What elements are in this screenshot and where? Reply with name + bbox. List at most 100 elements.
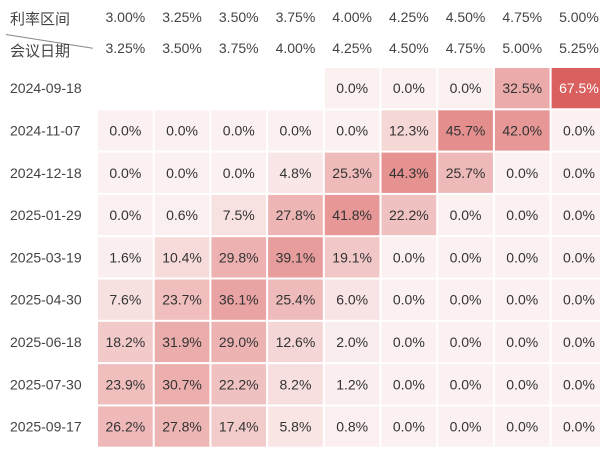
heat-cell-3-8 [551, 194, 600, 236]
heat-cell-8-6 [438, 406, 493, 447]
cell-value-1-7: 42.0% [502, 122, 542, 138]
col-header-low-5: 4.25% [389, 9, 429, 25]
heat-cell-0-6 [438, 68, 493, 109]
row-label-5: 2025-04-30 [10, 292, 82, 308]
cell-value-1-4: 0.0% [336, 122, 368, 138]
col-header-low-2: 3.50% [219, 9, 259, 25]
cell-value-0-7: 32.5% [502, 80, 542, 96]
heat-cell-6-8 [551, 321, 600, 363]
heat-cell-8-8 [551, 406, 600, 447]
cell-value-8-0: 26.2% [105, 419, 145, 435]
cell-value-2-1: 0.0% [166, 165, 198, 181]
heat-cell-1-2 [211, 110, 267, 151]
heat-cell-2-6 [438, 152, 493, 193]
heat-cell-2-5 [381, 152, 437, 193]
cell-value-3-7: 0.0% [506, 207, 538, 223]
heat-cell-5-4 [324, 279, 380, 320]
column-header-label: 会议日期 [10, 43, 71, 60]
heat-cell-0-4 [324, 68, 380, 109]
cell-value-5-4: 6.0% [336, 292, 368, 308]
cell-value-7-3: 8.2% [279, 376, 311, 392]
row-label-6: 2025-06-18 [10, 334, 82, 350]
cell-value-7-5: 0.0% [393, 376, 425, 392]
cell-value-3-0: 0.0% [109, 207, 141, 223]
col-header-low-6: 4.50% [446, 9, 486, 25]
heat-cell-6-0 [98, 321, 153, 363]
heat-cell-5-3 [268, 279, 323, 320]
heat-cell-6-4 [324, 321, 380, 363]
cell-value-3-4: 41.8% [332, 207, 372, 223]
row-label-2: 2024-12-18 [10, 165, 82, 181]
cell-value-1-1: 0.0% [166, 122, 198, 138]
row-label-4: 2025-03-19 [10, 249, 82, 265]
cell-value-7-7: 0.0% [506, 376, 538, 392]
cell-value-7-1: 30.7% [162, 376, 202, 392]
cell-value-4-5: 0.0% [393, 249, 425, 265]
cell-value-0-8: 67.5% [559, 80, 599, 96]
cell-value-5-6: 0.0% [450, 292, 482, 308]
col-header-high-6: 4.75% [446, 40, 486, 56]
heat-cell-6-7 [494, 321, 550, 363]
cell-value-5-2: 36.1% [219, 292, 259, 308]
cell-value-4-8: 0.0% [563, 249, 595, 265]
heat-cell-3-4 [324, 194, 380, 236]
cell-value-8-4: 0.8% [336, 419, 368, 435]
heat-cell-4-7 [494, 237, 550, 278]
heat-cell-7-6 [438, 364, 493, 405]
heat-cell-6-2 [211, 321, 267, 363]
heat-cell-4-1 [154, 237, 210, 278]
heat-cell-1-1 [154, 110, 210, 151]
cell-value-1-6: 45.7% [446, 122, 486, 138]
heat-cell-0-5 [381, 68, 437, 109]
cell-value-6-1: 31.9% [162, 334, 202, 350]
heat-cell-3-1 [154, 194, 210, 236]
cell-value-2-2: 0.0% [223, 165, 255, 181]
cell-value-2-0: 0.0% [109, 165, 141, 181]
cell-value-8-6: 0.0% [450, 419, 482, 435]
cell-value-3-3: 27.8% [276, 207, 316, 223]
cell-value-1-3: 0.0% [279, 122, 311, 138]
cell-value-7-4: 1.2% [336, 376, 368, 392]
cell-value-1-2: 0.0% [223, 122, 255, 138]
heat-cell-3-7 [494, 194, 550, 236]
cell-value-2-7: 0.0% [506, 165, 538, 181]
heat-cell-2-1 [154, 152, 210, 193]
heat-cell-8-7 [494, 406, 550, 447]
heat-cell-7-3 [268, 364, 323, 405]
cell-value-7-2: 22.2% [219, 376, 259, 392]
row-label-7: 2025-07-30 [10, 376, 82, 392]
cell-value-4-6: 0.0% [450, 249, 482, 265]
heat-cell-8-2 [211, 406, 267, 447]
cell-value-1-5: 12.3% [389, 122, 429, 138]
heat-cell-4-5 [381, 237, 437, 278]
row-label-1: 2024-11-07 [10, 122, 81, 138]
col-header-high-1: 3.50% [162, 40, 202, 56]
cell-value-2-5: 44.3% [389, 165, 429, 181]
heat-cell-8-4 [324, 406, 380, 447]
heat-cell-1-5 [381, 110, 437, 151]
col-header-high-2: 3.75% [219, 40, 259, 56]
row-label-8: 2025-09-17 [10, 419, 82, 435]
col-header-high-4: 4.25% [332, 40, 372, 56]
col-header-low-1: 3.25% [162, 9, 202, 25]
heat-cell-7-7 [494, 364, 550, 405]
heat-cell-2-0 [98, 152, 153, 193]
heat-cell-2-7 [494, 152, 550, 193]
cell-value-5-8: 0.0% [563, 292, 595, 308]
cell-value-5-5: 0.0% [393, 292, 425, 308]
heat-cell-1-8 [551, 110, 600, 151]
cell-value-0-6: 0.0% [450, 80, 482, 96]
cell-value-6-3: 12.6% [276, 334, 316, 350]
heat-cell-2-3 [268, 152, 323, 193]
cell-value-6-4: 2.0% [336, 334, 368, 350]
heat-cell-3-2 [211, 194, 267, 236]
cell-value-3-1: 0.6% [166, 207, 198, 223]
heat-cell-7-2 [211, 364, 267, 405]
col-header-low-0: 3.00% [105, 9, 145, 25]
heat-cell-1-4 [324, 110, 380, 151]
cell-value-6-2: 29.0% [219, 334, 259, 350]
cell-value-2-6: 25.7% [446, 165, 486, 181]
cell-value-7-0: 23.9% [105, 376, 145, 392]
heat-cell-3-3 [268, 194, 323, 236]
heat-cell-1-7 [494, 110, 550, 151]
